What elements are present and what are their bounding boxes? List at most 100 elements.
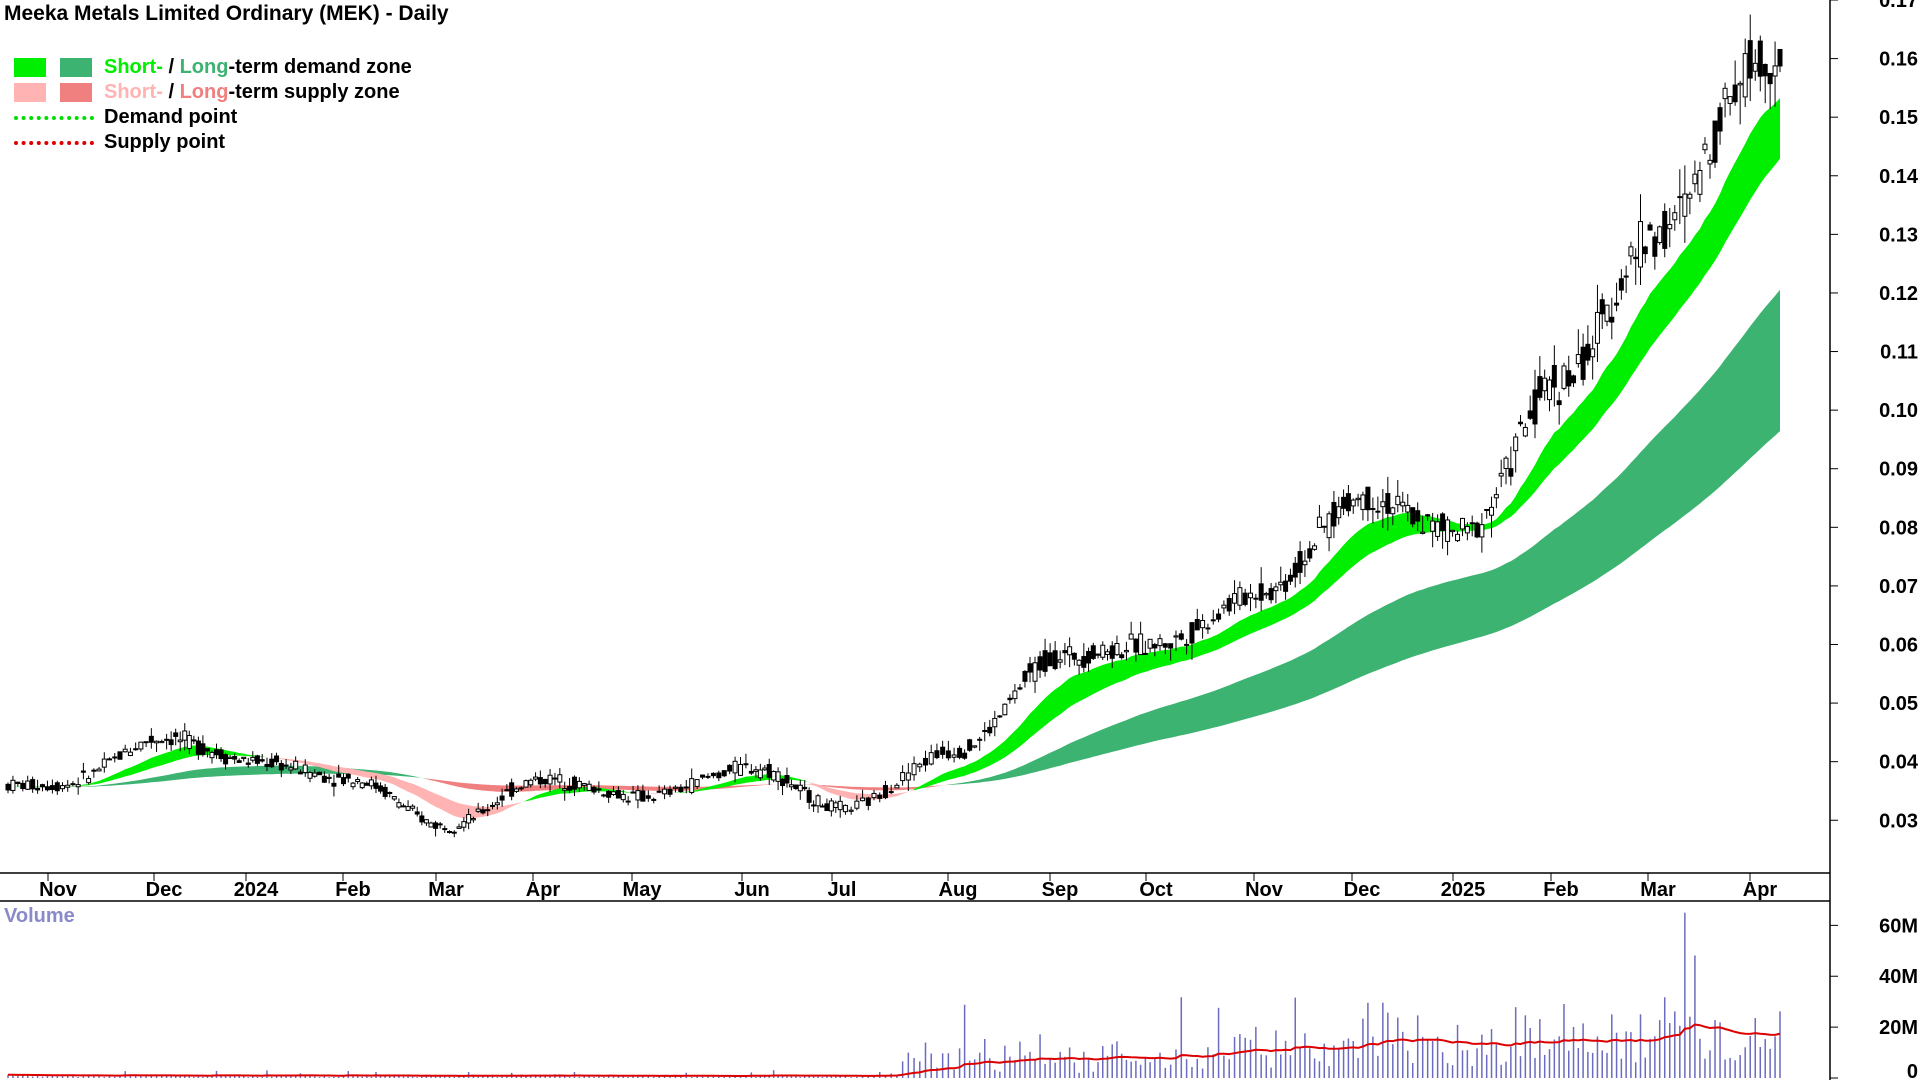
candle-body [1702,143,1708,151]
candle-body [552,777,558,780]
long-supply-swatch [60,83,92,102]
x-tick-label: Feb [335,879,371,901]
candle-body [917,763,923,768]
candle-body [1032,662,1038,682]
candle-body [1474,522,1480,538]
y-tick-label: 0.13 [1879,224,1918,246]
short-supply-swatch [14,83,46,102]
x-tick-label: Apr [526,879,561,901]
candle-body [133,748,139,751]
candle-body [523,780,529,788]
candle-body [442,828,448,831]
candle-body [1002,703,1008,716]
candle-body [1727,96,1733,104]
candle-body [721,770,727,777]
candle-body [1142,652,1148,655]
candle-body [1532,389,1538,425]
candle-body [678,786,684,793]
candle-body [611,791,617,796]
candle-body [601,794,607,797]
candle-body [806,790,812,803]
candle-body [842,804,848,813]
candle-body [784,775,790,784]
candle-body [683,786,689,789]
candle-body [350,782,356,788]
candle-body [65,784,71,788]
candle-body [581,783,587,786]
candle-body [127,751,133,757]
candle-body [1609,316,1615,323]
candle-body [1114,642,1120,656]
candle-body [59,785,65,790]
candle-body [1226,597,1232,612]
candle-body [1297,551,1303,573]
candle-body [762,767,768,771]
candle-body [1604,304,1610,322]
candle-body [1152,644,1158,649]
candle-body [911,763,917,776]
candle-body [1157,638,1163,647]
candle-body [1263,593,1269,596]
candle-body [236,760,242,763]
candle-body [1657,226,1663,244]
candle-body [771,771,777,781]
candle-body [1076,659,1082,666]
candle-body [1464,526,1470,534]
candle-body [1542,377,1548,392]
candle-body [278,762,284,771]
candle-body [1292,562,1298,578]
candle-body [1162,643,1168,648]
candle-body [865,797,871,806]
candle-body [466,814,472,824]
candle-body [1642,246,1648,255]
candle-body [451,831,457,834]
candle-body [1732,84,1738,103]
candle-body [1435,521,1441,537]
candle-body [1242,592,1248,605]
candle-body [400,805,406,808]
candle-body [1566,370,1572,387]
candle-body [1692,173,1698,185]
candle-body [15,781,21,784]
candle-body [419,815,425,823]
candle-body [1047,652,1053,667]
volume-label: Volume [4,905,75,927]
candle-body [30,779,36,790]
y-tick-label: 0.06 [1879,634,1918,656]
candle-body [1440,513,1446,531]
x-tick-label: Oct [1139,879,1173,901]
candlestick-series [5,14,1783,838]
candle-body [828,800,834,812]
candle-body [1278,581,1284,586]
candle-body [1777,48,1783,67]
supply-point-swatch [14,141,94,145]
candle-body [168,739,174,746]
candle-body [437,823,443,826]
candle-body [122,748,128,753]
candle-body [1095,653,1101,656]
candle-body [1637,221,1643,268]
candle-body [1345,493,1351,512]
candle-body [1331,501,1337,527]
candle-body [182,730,188,741]
candle-body [428,822,434,828]
candle-body [900,772,906,782]
volume-average-path [8,1023,1781,1077]
x-tick-label: Feb [1543,879,1579,901]
legend-demand-point-label: Demand point [104,106,238,128]
candle-body [940,746,946,755]
candle-body [1430,520,1436,532]
candle-body [245,762,251,765]
candle-body [1341,496,1347,509]
candle-body [254,755,260,764]
candle-body [1712,120,1718,163]
candle-body [802,786,808,790]
long-term-supply-zone [795,784,949,791]
candle-body [405,806,411,811]
candle-body [967,739,973,751]
candle-body [860,797,866,802]
candle-body [373,782,379,789]
candle-body [766,763,772,778]
candle-body [1450,529,1456,533]
candle-body [542,778,548,785]
